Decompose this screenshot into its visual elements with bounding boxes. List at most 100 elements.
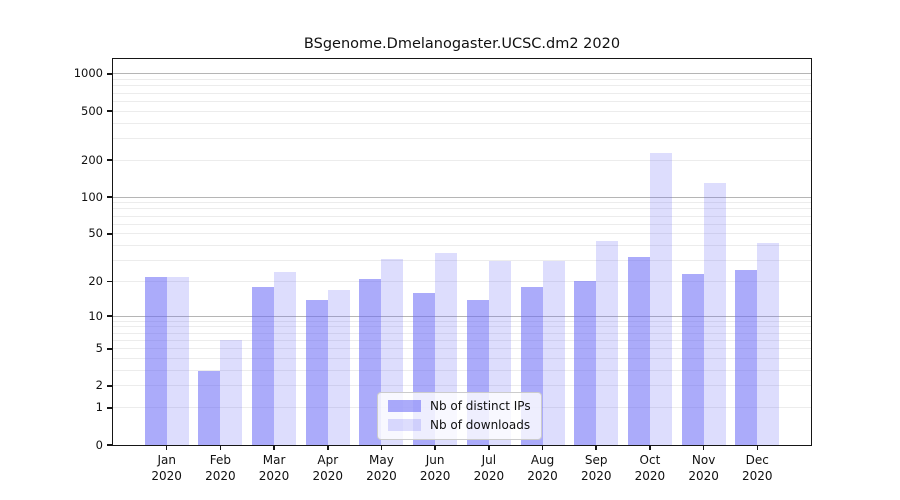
bar-downloads-aug: [542, 260, 565, 445]
legend-item-downloads: Nb of downloads: [388, 417, 531, 433]
gridline-minor: [113, 260, 811, 262]
x-tick-mark: [702, 445, 705, 450]
gridline-minor: [113, 332, 811, 334]
y-tick-mark: [107, 159, 113, 161]
gridline-major: [113, 315, 811, 317]
y-tick-label: 200: [81, 152, 103, 167]
gridline-minor: [113, 223, 811, 225]
y-tick-mark: [107, 280, 113, 283]
gridline-minor: [113, 137, 811, 139]
gridline-major: [113, 73, 811, 75]
gridline-minor: [113, 358, 811, 360]
y-tick-mark: [107, 196, 113, 198]
x-tick-mark: [541, 445, 544, 450]
bar-downloads-nov: [703, 183, 726, 445]
gridline-minor: [113, 92, 811, 94]
gridline-minor: [113, 348, 811, 350]
bar-distinct-ips-sep: [574, 281, 597, 445]
legend-label-distinct-ips: Nb of distinct IPs: [430, 399, 531, 413]
bar-distinct-ips-jan: [144, 276, 167, 445]
x-tick-mark: [434, 445, 436, 450]
y-tick-label: 20: [88, 273, 103, 288]
y-tick-label: 1000: [73, 66, 103, 81]
x-tick-label: Jul 2020: [473, 453, 505, 483]
legend-label-downloads: Nb of downloads: [430, 418, 531, 432]
legend-item-distinct-ips: Nb of distinct IPs: [388, 398, 531, 414]
gridline-minor: [113, 208, 811, 210]
gridline-minor: [113, 215, 811, 217]
gridline-minor: [113, 245, 811, 247]
gridline-minor: [113, 79, 811, 81]
x-tick-label: Jun 2020: [419, 453, 451, 483]
bar-downloads-sep: [596, 240, 619, 445]
gridline-minor: [113, 122, 811, 124]
y-tick-label: 500: [81, 103, 103, 118]
y-tick-label: 5: [95, 341, 103, 356]
gridline-minor: [113, 100, 811, 102]
gridline-major: [113, 196, 811, 198]
bar-downloads-dec: [757, 242, 780, 445]
bar-distinct-ips-mar: [252, 286, 275, 445]
x-tick-mark: [165, 445, 168, 450]
y-tick-label: 1: [95, 400, 103, 415]
y-tick-mark: [107, 110, 113, 112]
bar-distinct-ips-oct: [627, 257, 650, 445]
chart-title: BSgenome.Dmelanogaster.UCSC.dm2 2020: [303, 36, 621, 52]
x-tick-mark: [380, 445, 383, 450]
plot-area: [113, 59, 811, 445]
bar-distinct-ips-apr: [305, 299, 328, 445]
gridline-minor: [113, 339, 811, 341]
bar-downloads-mar: [274, 272, 297, 445]
y-tick-label: 10: [88, 308, 103, 323]
x-tick-label: Aug 2020: [527, 453, 558, 483]
bar-distinct-ips-dec: [735, 269, 758, 445]
y-tick-mark: [107, 385, 113, 387]
y-tick-mark: [107, 315, 113, 317]
x-tick-mark: [595, 445, 597, 450]
x-tick-label: Mar 2020: [258, 453, 290, 483]
legend-swatch-distinct-ips: [388, 400, 421, 412]
x-tick-label: Feb 2020: [205, 453, 236, 483]
y-tick-label: 100: [81, 189, 103, 204]
gridline-minor: [113, 110, 811, 112]
y-tick-mark: [107, 233, 113, 235]
legend-swatch-downloads: [388, 419, 421, 431]
x-tick-label: Oct 2020: [634, 453, 666, 483]
gridline-minor: [113, 280, 811, 282]
y-tick-label: 2: [95, 378, 103, 393]
x-tick-mark: [219, 445, 222, 450]
x-tick-label: Dec 2020: [742, 453, 773, 483]
y-tick-mark: [107, 73, 113, 75]
y-tick-label: 0: [95, 437, 103, 452]
gridline-minor: [113, 159, 811, 161]
x-tick-label: Nov 2020: [688, 453, 719, 483]
x-tick-label: May 2020: [366, 453, 397, 483]
bar-downloads-oct: [649, 152, 672, 445]
bar-downloads-jan: [166, 276, 189, 445]
gridline-minor: [113, 202, 811, 204]
gridline-minor: [113, 370, 811, 372]
bar-distinct-ips-may: [359, 278, 382, 445]
gridline-minor: [113, 326, 811, 328]
y-tick-mark: [107, 348, 113, 350]
y-tick-label: 50: [88, 226, 103, 241]
gridline-minor: [113, 320, 811, 322]
legend: Nb of distinct IPs Nb of downloads: [377, 392, 542, 440]
bar-distinct-ips-feb: [198, 370, 221, 445]
bar-distinct-ips-nov: [681, 274, 704, 445]
bar-downloads-apr: [327, 289, 350, 445]
x-tick-mark: [327, 445, 329, 450]
gridline-minor: [113, 85, 811, 87]
x-tick-mark: [649, 445, 651, 450]
x-tick-mark: [488, 445, 490, 450]
gridline-minor: [113, 233, 811, 235]
gridline-minor: [113, 385, 811, 387]
x-tick-mark: [273, 445, 275, 450]
y-tick-mark: [107, 407, 113, 409]
bar-downloads-feb: [220, 340, 243, 445]
y-tick-mark: [107, 444, 113, 446]
x-tick-mark: [756, 445, 759, 450]
x-tick-label: Sep 2020: [580, 453, 612, 483]
x-tick-label: Apr 2020: [312, 453, 344, 483]
